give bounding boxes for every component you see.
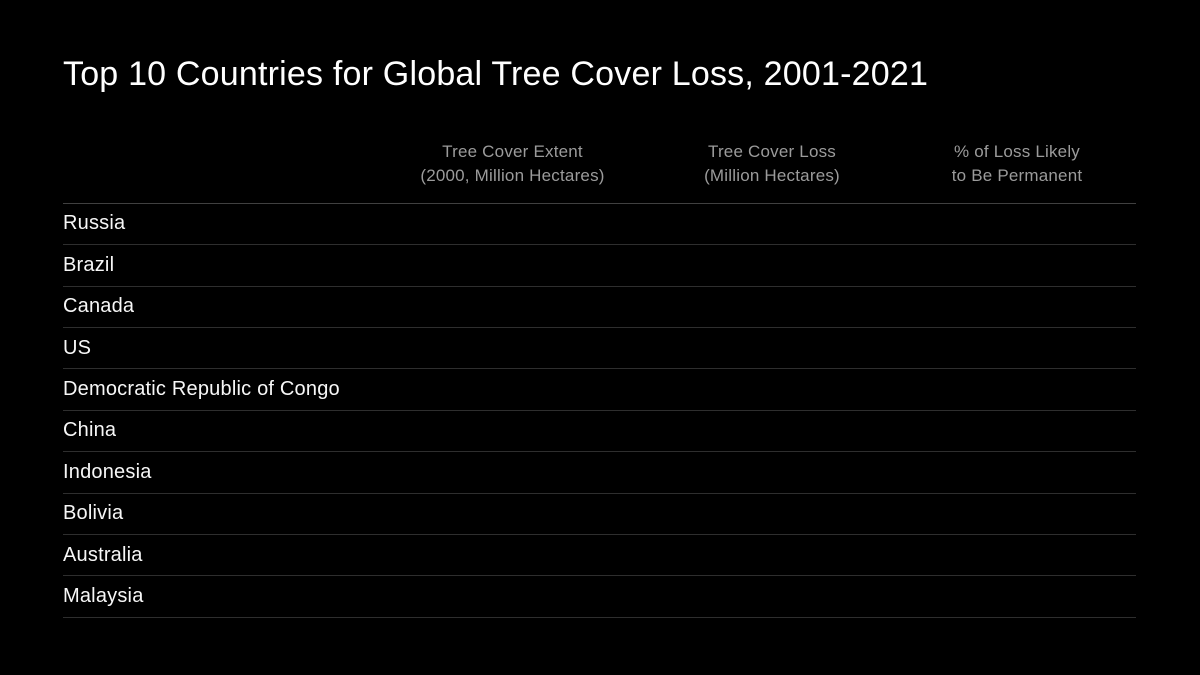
country-cell: Malaysia xyxy=(63,585,144,607)
table-row: China xyxy=(63,411,1136,453)
table-row: Brazil xyxy=(63,245,1136,287)
table-header-row: Tree Cover Extent (2000, Million Hectare… xyxy=(63,140,1136,204)
country-cell: Canada xyxy=(63,295,135,318)
country-cell: China xyxy=(63,419,117,442)
table-row: Russia xyxy=(63,204,1136,246)
table-row: Indonesia xyxy=(63,452,1136,494)
country-cell: Bolivia xyxy=(63,502,124,525)
column-header-permanent: % of Loss Likely to Be Permanent xyxy=(951,141,1083,185)
country-cell: Brazil xyxy=(63,253,115,276)
country-cell: Australia xyxy=(63,543,143,566)
table-row: US xyxy=(63,328,1136,370)
column-header-extent: Tree Cover Extent (2000, Million Hectare… xyxy=(420,141,605,185)
country-cell: US xyxy=(63,336,92,359)
table-row: Malaysia xyxy=(63,576,1136,618)
country-cell: Democratic Republic of Congo xyxy=(63,378,340,401)
table-row: Bolivia xyxy=(63,494,1136,535)
country-cell: Russia xyxy=(63,212,126,235)
country-cell: Indonesia xyxy=(63,460,152,483)
slide-title: Top 10 Countries for Global Tree Cover L… xyxy=(63,55,929,93)
table-row: Canada xyxy=(63,287,1136,328)
table-row: Australia xyxy=(63,535,1136,577)
table-row: Democratic Republic of Congo xyxy=(63,369,1136,411)
column-header-loss: Tree Cover Loss (Million Hectares) xyxy=(704,141,840,185)
tree-cover-table: Tree Cover Extent (2000, Million Hectare… xyxy=(63,140,1136,618)
